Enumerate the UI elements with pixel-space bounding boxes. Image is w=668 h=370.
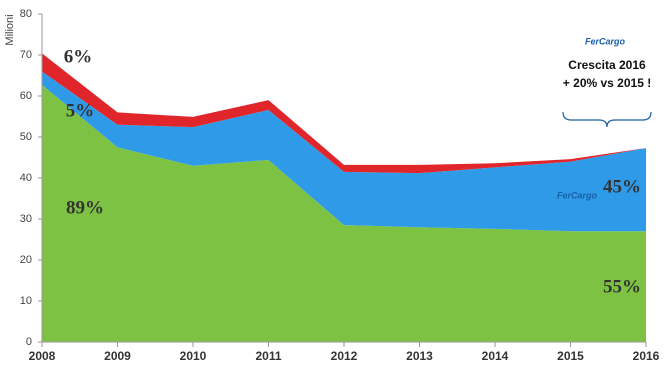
x-tick-label: 2014 xyxy=(482,349,509,363)
annotation: + 20% vs 2015 ! xyxy=(563,76,651,90)
x-tick-label: 2016 xyxy=(633,349,660,363)
y-tick-label: 10 xyxy=(20,295,32,307)
x-tick-label: 2010 xyxy=(180,349,207,363)
annotation: 89% xyxy=(66,197,104,218)
area xyxy=(42,71,646,232)
logo: FerCargo xyxy=(585,36,626,46)
annotation: 6% xyxy=(64,46,93,67)
y-tick-label: 70 xyxy=(20,49,32,61)
annotation: 55% xyxy=(603,276,641,297)
x-tick-label: 2008 xyxy=(29,349,56,363)
y-tick-label: 30 xyxy=(20,213,32,225)
annotation: 45% xyxy=(603,176,641,197)
annotation: Crescita 2016 xyxy=(568,58,646,72)
x-tick-label: 2012 xyxy=(331,349,358,363)
y-axis-label: Milioni xyxy=(4,14,16,45)
y-tick-label: 0 xyxy=(26,336,32,348)
y-tick-label: 40 xyxy=(20,172,32,184)
y-tick-label: 50 xyxy=(20,131,32,143)
y-tick-label: 20 xyxy=(20,254,32,266)
logo: FerCargo xyxy=(557,190,598,200)
x-tick-label: 2015 xyxy=(557,349,584,363)
y-tick-label: 80 xyxy=(20,8,32,20)
area xyxy=(42,84,646,343)
y-tick-label: 60 xyxy=(20,90,32,102)
annotation: 5% xyxy=(66,100,95,121)
x-tick-label: 2011 xyxy=(255,349,281,363)
x-tick-label: 2009 xyxy=(104,349,131,363)
brace xyxy=(562,111,652,128)
x-tick-label: 2013 xyxy=(406,349,433,363)
